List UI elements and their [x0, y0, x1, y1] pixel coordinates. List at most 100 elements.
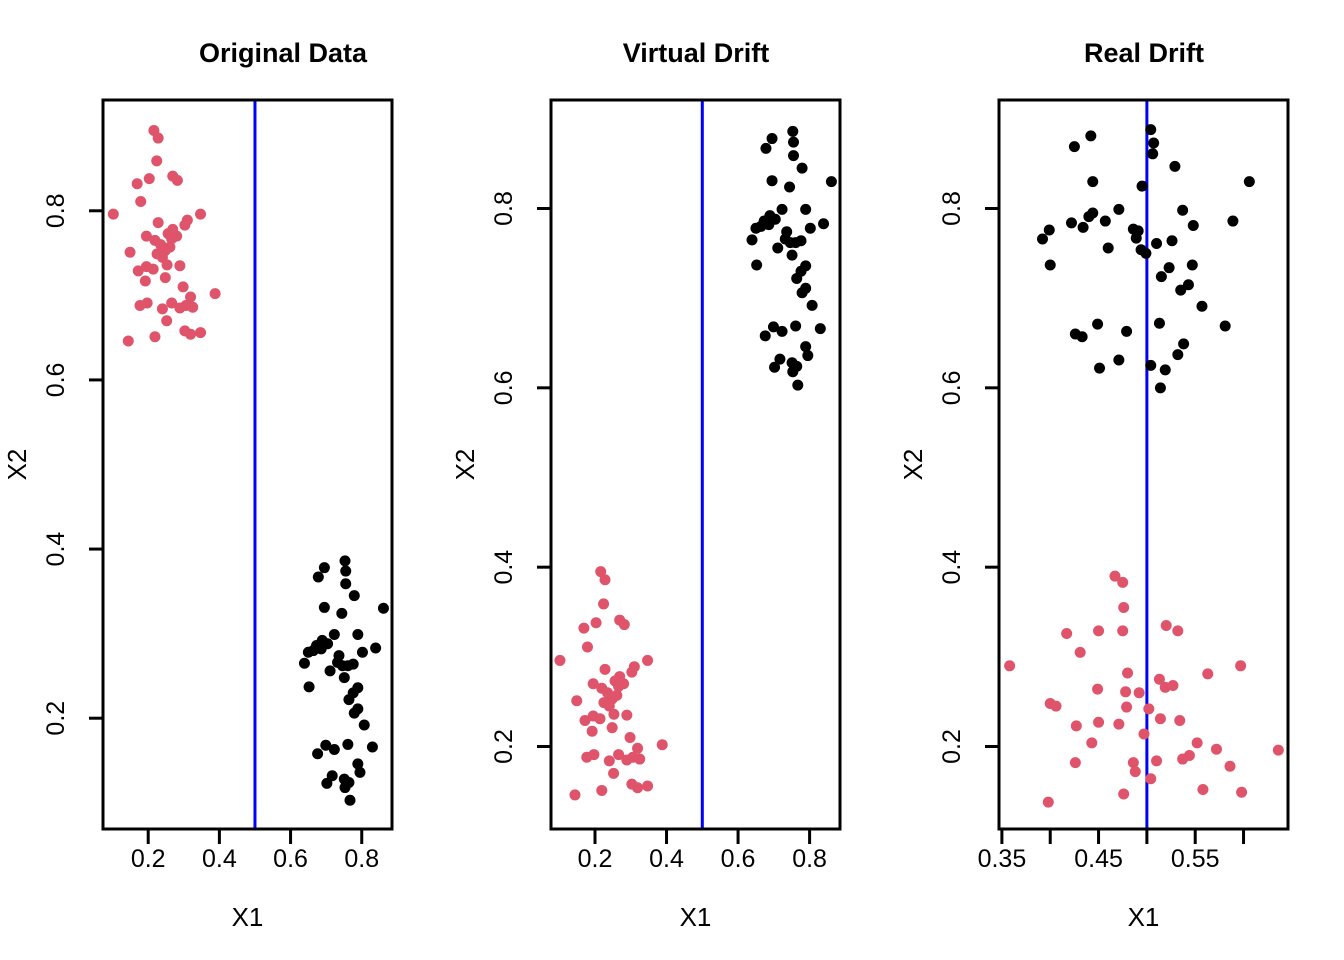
- data-point-class-black: [1043, 224, 1055, 236]
- data-point-class-black: [800, 203, 812, 215]
- x-tick-label: 0.2: [131, 845, 166, 873]
- data-point-class-red: [578, 622, 590, 634]
- x-axis-label: X1: [680, 902, 712, 932]
- data-point-class-red: [1070, 720, 1082, 732]
- data-point-class-red: [1127, 757, 1139, 769]
- plot-virtual-drift: Virtual Drift X1 X2 0.2 0.4 0.6 0.8 0.2 0.4 0.6 0.…: [450, 38, 842, 932]
- data-point-class-black: [792, 379, 804, 391]
- data-point-class-red: [603, 700, 615, 712]
- data-point-class-black: [377, 602, 389, 614]
- data-point-class-black: [776, 325, 788, 337]
- data-point-class-red: [1122, 667, 1134, 679]
- data-point-class-red: [152, 132, 164, 144]
- data-point-class-black: [788, 150, 800, 162]
- data-point-class-black: [342, 660, 354, 672]
- data-point-class-red: [581, 751, 593, 763]
- data-point-class-black: [324, 665, 336, 677]
- plot-real-drift: Real Drift X1 X2 0.35 0.45 0.55 0.2 0.4 0.6 0.8: [898, 38, 1290, 932]
- data-point-class-red: [171, 174, 183, 186]
- data-point-class-red: [1121, 701, 1133, 713]
- data-point-class-red: [143, 173, 155, 185]
- data-point-class-black: [1044, 259, 1056, 271]
- data-point-class-black: [339, 555, 351, 567]
- data-point-class-red: [139, 275, 151, 287]
- data-point-class-black: [814, 323, 826, 335]
- data-point-class-black: [1151, 237, 1163, 249]
- plot-box: [997, 98, 1290, 831]
- data-point-class-red: [1061, 628, 1073, 640]
- data-point-class-red: [1042, 796, 1054, 808]
- data-point-class-red: [618, 619, 630, 631]
- data-point-class-black: [1068, 141, 1080, 153]
- data-point-class-red: [632, 742, 644, 754]
- data-point-class-red: [581, 641, 593, 653]
- data-point-class-black: [1243, 176, 1255, 188]
- data-point-class-red: [656, 739, 668, 751]
- data-point-class-red: [621, 754, 633, 766]
- data-point-class-black: [1172, 349, 1184, 361]
- x-tick-label: 0.55: [1171, 845, 1220, 873]
- data-point-class-black: [774, 353, 786, 365]
- plot-box: [101, 98, 394, 831]
- data-point-class-black: [1099, 215, 1111, 227]
- data-point-class-red: [174, 302, 186, 314]
- data-point-class-red: [166, 233, 178, 245]
- y-tick-label: 0.6: [490, 370, 518, 405]
- data-point-class-black: [1085, 130, 1097, 142]
- data-point-class-black: [1145, 359, 1157, 371]
- data-point-class-red: [1138, 728, 1150, 740]
- data-point-class-black: [1092, 318, 1104, 330]
- data-point-class-black: [312, 571, 324, 583]
- data-point-class-red: [156, 303, 168, 315]
- x-axis-label: X1: [1128, 902, 1160, 932]
- data-point-class-red: [587, 678, 599, 690]
- data-point-class-black: [766, 175, 778, 187]
- data-point-class-red: [149, 331, 161, 343]
- data-point-class-red: [152, 217, 164, 229]
- data-point-class-black: [1145, 124, 1157, 136]
- data-point-class-black: [358, 719, 370, 731]
- data-point-class-red: [1145, 773, 1157, 785]
- y-tick-label: 0.8: [42, 193, 70, 228]
- data-point-class-black: [776, 203, 788, 215]
- data-point-class-black: [766, 133, 778, 145]
- data-point-class-black: [348, 707, 360, 719]
- x-tick-label: 0.45: [1074, 845, 1123, 873]
- data-point-class-black: [298, 657, 310, 669]
- data-point-class-red: [1069, 757, 1081, 769]
- data-point-class-red: [596, 784, 608, 796]
- data-point-class-red: [586, 725, 598, 737]
- data-point-class-red: [1050, 700, 1062, 712]
- data-point-class-red: [1191, 737, 1203, 749]
- data-point-class-black: [1187, 220, 1199, 232]
- data-point-class-red: [174, 260, 186, 272]
- panel-title: Virtual Drift: [623, 38, 770, 68]
- data-point-class-red: [132, 265, 144, 277]
- data-point-class-black: [1186, 259, 1198, 271]
- panel-real-drift: Real Drift X1 X2 0.35 0.45 0.55 0.2 0.4 0.6 0.8: [896, 0, 1344, 960]
- data-point-class-black: [1219, 320, 1231, 332]
- data-point-class-black: [759, 330, 771, 342]
- x-tick-label: 0.4: [202, 845, 237, 873]
- data-point-class-black: [790, 320, 802, 332]
- data-point-class-red: [642, 654, 654, 666]
- data-point-class-red: [1224, 760, 1236, 772]
- data-point-class-red: [1210, 743, 1222, 755]
- data-point-class-red: [122, 335, 134, 347]
- y-tick-label: 0.6: [42, 363, 70, 398]
- data-point-class-red: [1074, 646, 1086, 658]
- data-point-class-black: [802, 350, 814, 362]
- data-point-class-red: [1093, 716, 1105, 728]
- data-point-class-black: [760, 142, 772, 154]
- data-point-class-red: [131, 178, 143, 190]
- data-point-class-black: [328, 628, 340, 640]
- x-tick-label: 0.8: [792, 845, 827, 873]
- data-point-class-red: [1117, 625, 1129, 637]
- data-point-class-black: [1083, 211, 1095, 223]
- data-point-class-black: [1121, 325, 1133, 337]
- data-point-class-black: [320, 739, 332, 751]
- data-point-class-black: [1154, 382, 1166, 394]
- data-point-class-red: [1117, 576, 1129, 588]
- panel-virtual-drift: Virtual Drift X1 X2 0.2 0.4 0.6 0.8 0.2 0.4 0.6 0.…: [448, 0, 896, 960]
- data-point-class-red: [187, 301, 199, 313]
